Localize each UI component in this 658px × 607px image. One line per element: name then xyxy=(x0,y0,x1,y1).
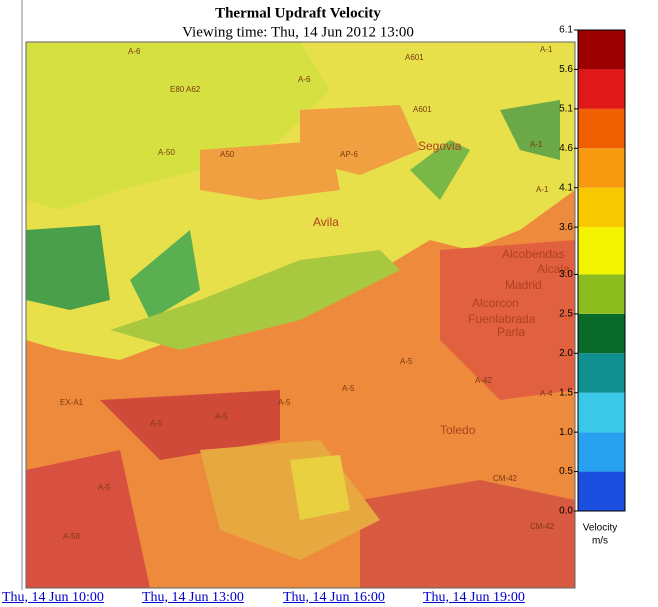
city-label: Alcala xyxy=(537,262,570,276)
road-label: A601 xyxy=(405,53,424,62)
colorbar-tick-label: 4.6 xyxy=(559,143,573,154)
colorbar-label: Velocity xyxy=(583,523,617,534)
colorbar-segment xyxy=(578,432,625,472)
city-label: Fuenlabrada xyxy=(468,312,536,326)
city-label: Madrid xyxy=(505,278,542,292)
road-label: A-5 xyxy=(342,384,355,393)
road-label: A-42 xyxy=(475,376,492,385)
road-label: AP-6 xyxy=(340,150,358,159)
colorbar-tick-label: 0.5 xyxy=(559,466,573,477)
colorbar-unit: m/s xyxy=(592,536,608,547)
colorbar-segment xyxy=(578,69,625,109)
road-label: E80 A62 xyxy=(170,85,201,94)
road-label: A-1 xyxy=(540,45,553,54)
road-label: A-5 xyxy=(150,419,163,428)
city-label: Parla xyxy=(497,325,525,339)
road-label: A-5 xyxy=(215,412,228,421)
road-label: A-1 xyxy=(530,140,543,149)
colorbar-tick-label: 6.1 xyxy=(559,25,573,36)
road-label: CM-42 xyxy=(493,474,518,483)
map-labels: A-6 A-1 A601 E80 A62 A-6 A601 A-50 A50 A… xyxy=(60,45,570,541)
colorbar-tick-label: 4.1 xyxy=(559,182,573,193)
road-label: A50 xyxy=(220,150,235,159)
colorbar-segment xyxy=(578,353,625,393)
colorbar-segment xyxy=(578,30,625,70)
city-label: Segovia xyxy=(418,139,462,153)
map xyxy=(25,41,576,589)
city-label: Alcobendas xyxy=(502,247,565,261)
time-link[interactable]: Thu, 14 Jun 19:00 xyxy=(423,590,525,605)
colorbar-tick-label: 3.0 xyxy=(559,269,573,280)
city-label: Toledo xyxy=(440,423,476,437)
road-label: A-6 xyxy=(298,75,311,84)
road-label: CM-42 xyxy=(530,522,555,531)
city-label: Alcorcon xyxy=(472,296,519,310)
colorbar-tick-label: 2.5 xyxy=(559,309,573,320)
colorbar-segment xyxy=(578,392,625,433)
colorbar-tick-label: 2.0 xyxy=(559,348,573,359)
road-label: EX-A1 xyxy=(60,398,84,407)
title: Thermal Updraft Velocity xyxy=(215,5,381,21)
colorbar-tick-label: 5.6 xyxy=(559,64,573,75)
colorbar: 0.0 0.5 1.0 1.5 2.0 2.5 3.0 3.6 4.1 4.6 5.1 5.6 6.1 xyxy=(559,25,626,517)
subtitle: Viewing time: Thu, 14 Jun 2012 13:00 xyxy=(182,24,414,40)
road-label: A-1 xyxy=(536,185,549,194)
road-label: A-5 xyxy=(400,357,413,366)
colorbar-frame xyxy=(577,29,626,512)
colorbar-segment xyxy=(578,187,625,228)
colorbar-segment xyxy=(578,313,625,354)
road-label: A-50 xyxy=(158,148,175,157)
colorbar-segment xyxy=(578,108,625,149)
road-label: A-6 xyxy=(128,47,141,56)
road-label: A-4 xyxy=(540,389,553,398)
colorbar-segment xyxy=(578,148,625,188)
colorbar-tick-label: 0.0 xyxy=(559,506,573,517)
colorbar-tick-label: 5.1 xyxy=(559,103,573,114)
city-label: Avila xyxy=(313,215,339,229)
colorbar-tick-label: 3.6 xyxy=(559,222,573,233)
colorbar-tick-label: 1.5 xyxy=(559,387,573,398)
time-link[interactable]: Thu, 14 Jun 10:00 xyxy=(2,590,104,605)
road-label: A-58 xyxy=(63,532,80,541)
colorbar-segment xyxy=(578,227,625,275)
road-label: A-5 xyxy=(98,483,111,492)
time-link[interactable]: Thu, 14 Jun 13:00 xyxy=(142,590,244,605)
road-label: A-5 xyxy=(278,398,291,407)
time-link[interactable]: Thu, 14 Jun 16:00 xyxy=(283,590,385,605)
colorbar-tick-label: 1.0 xyxy=(559,427,573,438)
road-label: A601 xyxy=(413,105,432,114)
colorbar-segment xyxy=(578,274,625,314)
colorbar-segment xyxy=(578,471,625,511)
